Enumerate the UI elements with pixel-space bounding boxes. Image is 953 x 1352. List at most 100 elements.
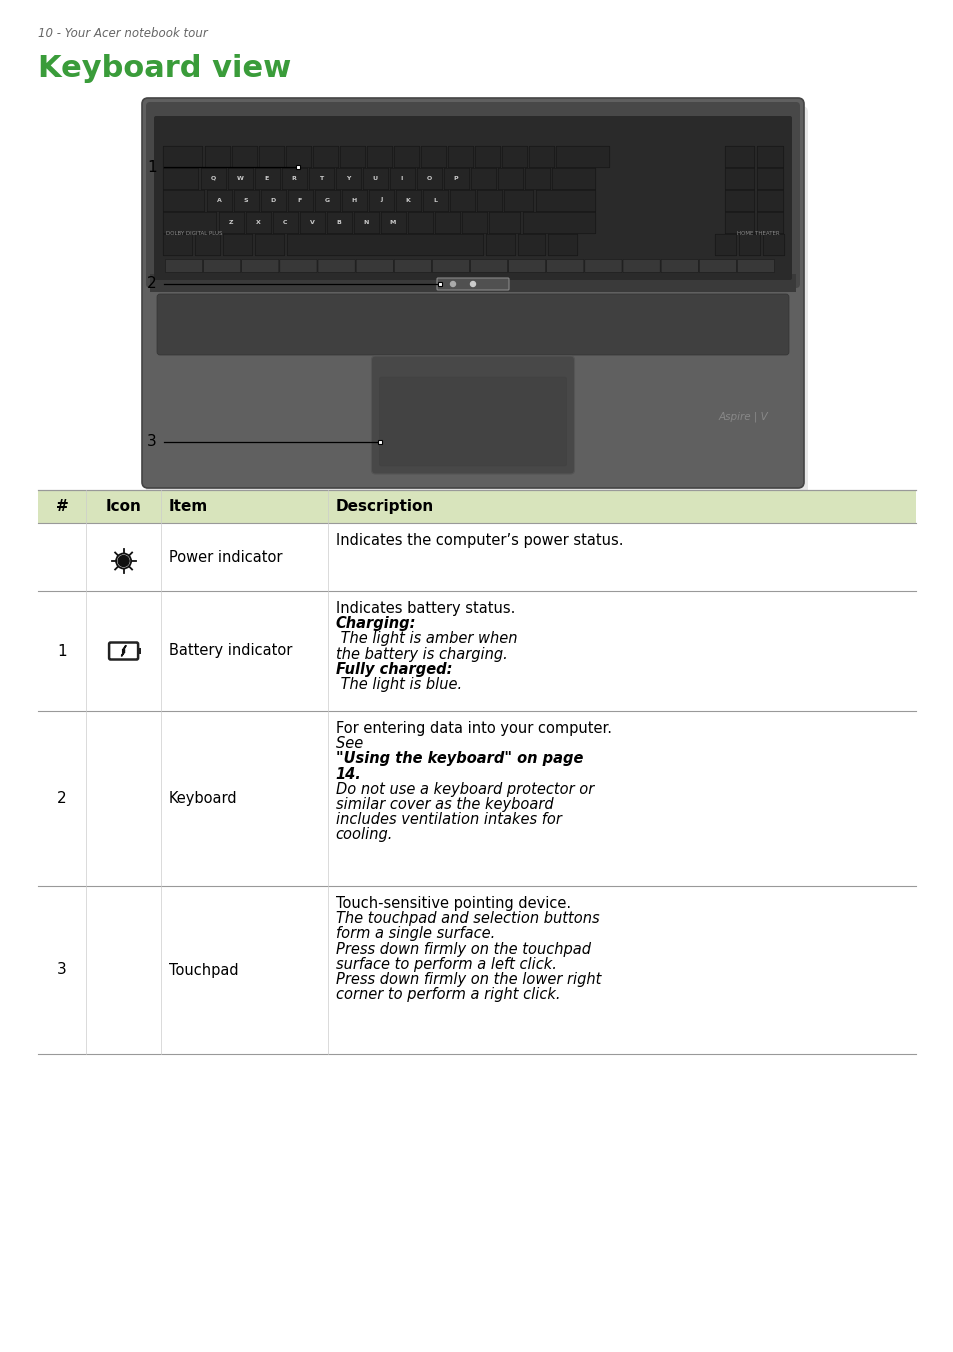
FancyBboxPatch shape [313, 146, 338, 168]
FancyBboxPatch shape [255, 234, 285, 256]
FancyBboxPatch shape [369, 191, 395, 212]
Text: cooling.: cooling. [335, 827, 393, 842]
Text: The touchpad and selection buttons: The touchpad and selection buttons [335, 911, 598, 926]
Circle shape [470, 281, 475, 287]
Text: W: W [236, 176, 243, 181]
Text: 14.: 14. [335, 767, 361, 781]
Bar [38, 523, 915, 591]
Text: Z: Z [229, 219, 233, 224]
Text: Y: Y [345, 176, 350, 181]
Text: #: # [55, 499, 69, 514]
Bar [38, 711, 915, 886]
Text: The light is blue.: The light is blue. [335, 677, 461, 692]
Text: 2: 2 [147, 277, 156, 292]
Text: 1: 1 [57, 644, 67, 658]
Bar [137, 648, 140, 654]
FancyBboxPatch shape [546, 260, 583, 273]
FancyBboxPatch shape [255, 168, 280, 189]
Text: D: D [270, 197, 275, 203]
FancyBboxPatch shape [163, 212, 216, 234]
FancyBboxPatch shape [163, 191, 205, 212]
FancyBboxPatch shape [379, 377, 566, 466]
FancyBboxPatch shape [205, 146, 231, 168]
Text: Item: Item [169, 499, 208, 514]
FancyBboxPatch shape [724, 146, 754, 168]
Text: Icon: Icon [106, 499, 141, 514]
Text: S: S [243, 197, 248, 203]
FancyBboxPatch shape [342, 191, 368, 212]
FancyBboxPatch shape [241, 260, 278, 273]
FancyBboxPatch shape [552, 168, 596, 189]
FancyBboxPatch shape [762, 234, 784, 256]
Text: H: H [351, 197, 356, 203]
FancyBboxPatch shape [309, 168, 335, 189]
Text: K: K [405, 197, 410, 203]
Text: similar cover as the keyboard: similar cover as the keyboard [335, 796, 553, 813]
FancyBboxPatch shape [203, 260, 240, 273]
FancyBboxPatch shape [536, 191, 596, 212]
FancyBboxPatch shape [335, 168, 361, 189]
Text: Charging:: Charging: [335, 617, 416, 631]
FancyBboxPatch shape [390, 168, 416, 189]
FancyBboxPatch shape [497, 168, 523, 189]
FancyBboxPatch shape [699, 260, 736, 273]
Text: V: V [309, 219, 314, 224]
FancyBboxPatch shape [724, 212, 754, 234]
FancyBboxPatch shape [300, 212, 326, 234]
FancyBboxPatch shape [724, 191, 754, 212]
FancyBboxPatch shape [450, 191, 476, 212]
Circle shape [450, 281, 455, 287]
FancyBboxPatch shape [622, 260, 659, 273]
Bar [150, 274, 795, 292]
FancyBboxPatch shape [501, 146, 527, 168]
FancyBboxPatch shape [757, 168, 783, 189]
Text: HOME THEATER: HOME THEATER [737, 231, 780, 237]
Bar [38, 886, 915, 1055]
FancyBboxPatch shape [354, 212, 379, 234]
Text: C: C [282, 219, 287, 224]
FancyBboxPatch shape [757, 146, 783, 168]
Text: F: F [297, 197, 302, 203]
FancyBboxPatch shape [470, 260, 507, 273]
Text: "Using the keyboard" on page: "Using the keyboard" on page [335, 752, 582, 767]
FancyBboxPatch shape [157, 293, 788, 356]
FancyBboxPatch shape [739, 234, 760, 256]
FancyBboxPatch shape [165, 260, 202, 273]
Text: Power indicator: Power indicator [169, 549, 282, 565]
Text: 10 - Your Acer notebook tour: 10 - Your Acer notebook tour [38, 27, 208, 41]
FancyBboxPatch shape [371, 356, 574, 475]
Text: R: R [292, 176, 296, 181]
FancyBboxPatch shape [504, 191, 534, 212]
FancyBboxPatch shape [475, 146, 500, 168]
Text: includes ventilation intakes for: includes ventilation intakes for [335, 813, 561, 827]
FancyBboxPatch shape [195, 234, 220, 256]
FancyBboxPatch shape [228, 168, 253, 189]
FancyBboxPatch shape [286, 146, 312, 168]
Text: 2: 2 [57, 791, 67, 806]
FancyBboxPatch shape [556, 146, 609, 168]
FancyBboxPatch shape [525, 168, 550, 189]
Text: Press down firmly on the lower right: Press down firmly on the lower right [335, 972, 600, 987]
Text: For entering data into your computer.: For entering data into your computer. [335, 721, 611, 735]
FancyBboxPatch shape [517, 234, 545, 256]
FancyBboxPatch shape [287, 234, 483, 256]
Text: Do not use a keyboard protector or: Do not use a keyboard protector or [335, 781, 594, 796]
Text: I: I [400, 176, 403, 181]
Text: Aspire | V: Aspire | V [718, 412, 767, 422]
FancyBboxPatch shape [146, 105, 807, 496]
Text: O: O [426, 176, 431, 181]
FancyBboxPatch shape [233, 191, 259, 212]
Text: the battery is charging.: the battery is charging. [335, 646, 507, 661]
FancyBboxPatch shape [444, 168, 469, 189]
FancyBboxPatch shape [259, 146, 285, 168]
Text: U: U [372, 176, 377, 181]
FancyBboxPatch shape [394, 260, 431, 273]
FancyBboxPatch shape [381, 212, 406, 234]
FancyBboxPatch shape [476, 191, 502, 212]
Text: T: T [318, 176, 323, 181]
Text: L: L [433, 197, 436, 203]
FancyBboxPatch shape [416, 168, 442, 189]
FancyBboxPatch shape [737, 260, 774, 273]
Text: 1: 1 [147, 160, 156, 174]
FancyBboxPatch shape [163, 168, 198, 189]
